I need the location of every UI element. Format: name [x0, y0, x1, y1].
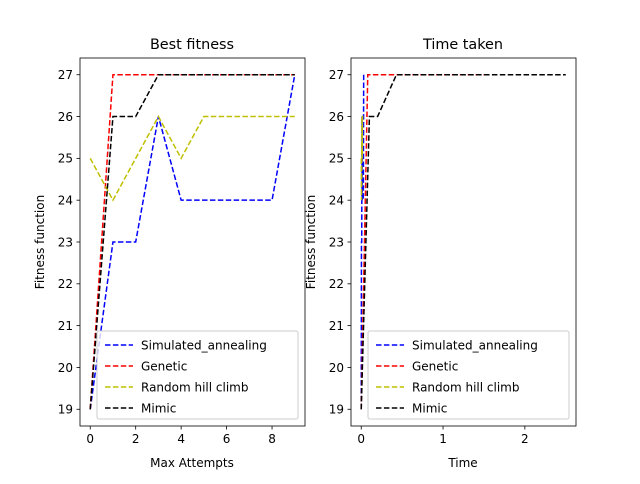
y-tick-label: 24: [329, 193, 344, 207]
x-tick-label: 8: [268, 432, 276, 446]
legend-label: Simulated_annealing: [412, 338, 538, 352]
chart-time-taken: Time taken 0 1 2 19 20 21 22 23 24 25 26 27 Simulate…: [304, 37, 577, 470]
y-tick-label: 22: [58, 277, 73, 291]
chart-title: Time taken: [422, 37, 503, 53]
x-tick-label: 6: [223, 432, 231, 446]
legend-label: Genetic: [412, 359, 458, 373]
y-tick-label: 21: [58, 319, 73, 333]
y-tick-label: 25: [58, 152, 73, 166]
legend-box: [367, 330, 570, 420]
y-tick-label: 20: [58, 361, 73, 375]
y-tick-label: 27: [58, 68, 73, 82]
legend-box: [96, 330, 299, 420]
legend-label: Mimic: [141, 401, 176, 415]
legend-label: Mimic: [412, 401, 447, 415]
series-line: [360, 74, 365, 410]
x-axis-label: Max Attempts: [150, 456, 234, 470]
y-axis-label: Fitness function: [304, 195, 318, 289]
x-tick-label: 4: [177, 432, 185, 446]
y-tick-label: 27: [329, 68, 344, 82]
chart-best-fitness: Best fitness 0 2 4 6 8192021222324252627Simu…: [33, 37, 306, 470]
y-tick-label: 24: [58, 193, 73, 207]
y-tick-label: 26: [329, 110, 344, 124]
legend-label: Genetic: [141, 359, 187, 373]
x-tick-label: 1: [439, 432, 447, 446]
series-line: [89, 114, 295, 202]
legend-label: Random hill climb: [412, 380, 520, 394]
chart-title: Best fitness: [150, 37, 234, 53]
legend-label: Simulated_annealing: [141, 338, 267, 352]
x-tick-label: 2: [521, 432, 529, 446]
series-line: [89, 74, 296, 410]
x-tick-label: 0: [86, 432, 94, 446]
y-tick-label: 23: [329, 235, 344, 249]
y-tick-label: 26: [58, 110, 73, 124]
y-tick-label: 19: [58, 403, 73, 417]
plot-area: 0 1 2 19 20 21 22 23 24 25 26 27 Simulated_annealing…: [329, 57, 577, 446]
y-tick-label: 21: [329, 319, 344, 333]
y-tick-label: 23: [58, 235, 73, 249]
x-tick-label: 0: [357, 432, 365, 446]
legend-label: Random hill climb: [141, 380, 249, 394]
series-line: [360, 73, 566, 410]
x-tick-label: 2: [132, 432, 140, 446]
y-axis-label: Fitness function: [33, 195, 47, 289]
legend: Simulated_annealing Genetic Random hill cl…: [367, 330, 570, 420]
y-tick-label: 20: [329, 361, 344, 375]
y-tick-label: 19: [329, 403, 344, 417]
series-line: [89, 73, 295, 410]
y-tick-label: 25: [329, 152, 344, 166]
series-line: [360, 115, 364, 201]
y-tick-label: 22: [329, 277, 344, 291]
plot-area: 0 2 4 6 8192021222324252627Simulated_anneali…: [58, 57, 306, 446]
legend: Simulated_annealing Genetic Random hill cl…: [96, 330, 299, 420]
x-axis-label: Time: [447, 456, 477, 470]
